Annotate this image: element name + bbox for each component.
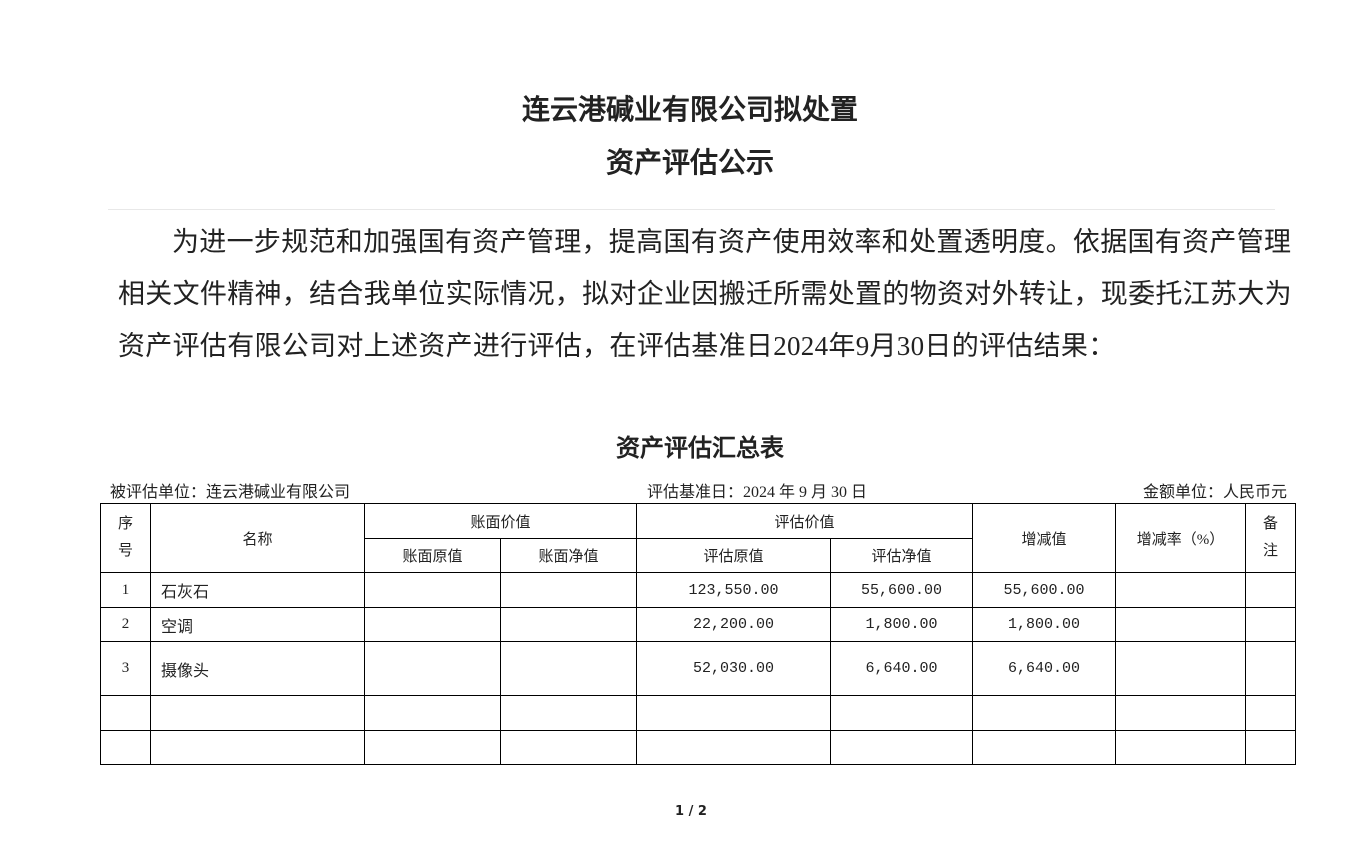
cell-eval-net: 6,640.00	[830, 641, 973, 696]
cell-remark	[1245, 730, 1296, 765]
header-name: 名称	[150, 503, 365, 573]
paragraph-line: 为进一步规范和加强国有资产管理，提高国有资产使用效率和处置透明度。依据国有资产管…	[172, 227, 1292, 257]
cell-remark	[1245, 641, 1296, 696]
cell-book-original	[364, 695, 501, 731]
table-row	[100, 695, 1296, 731]
header-change: 增减值	[972, 503, 1116, 573]
cell-eval-original: 22,200.00	[636, 607, 831, 642]
header-seq: 序号	[100, 503, 151, 573]
cell-name: 空调	[150, 607, 365, 642]
cell-seq: 1	[100, 572, 151, 608]
cell-eval-net: 1,800.00	[830, 607, 973, 642]
cell-seq	[100, 730, 151, 765]
header-book-value: 账面价值	[364, 503, 637, 539]
divider	[108, 209, 1275, 210]
cell-remark	[1245, 572, 1296, 608]
currency-unit: 金额单位：人民币元	[1142, 484, 1287, 501]
cell-book-net	[500, 730, 637, 765]
table-title: 资产评估汇总表	[616, 436, 784, 462]
header-change-rate: 增减率（%）	[1115, 503, 1246, 573]
cell-change	[972, 730, 1116, 765]
cell-seq	[100, 695, 151, 731]
doc-title-line1: 连云港碱业有限公司拟处置	[521, 95, 858, 126]
cell-eval-original: 123,550.00	[636, 572, 831, 608]
cell-book-original	[364, 572, 501, 608]
cell-name	[150, 730, 365, 765]
table-row: 2 空调 22,200.00 1,800.00 1,800.00	[100, 607, 1296, 642]
header-book-net: 账面净值	[500, 538, 637, 573]
cell-change: 1,800.00	[972, 607, 1116, 642]
cell-change-rate	[1115, 572, 1246, 608]
page-indicator: 1 / 2	[675, 804, 707, 819]
cell-book-original	[364, 607, 501, 642]
cell-change-rate	[1115, 695, 1246, 731]
paragraph-line: 相关文件精神，结合我单位实际情况，拟对企业因搬迁所需处置的物资对外转让，现委托江…	[118, 279, 1292, 309]
cell-change-rate	[1115, 730, 1246, 765]
cell-seq: 3	[100, 641, 151, 696]
cell-eval-original	[636, 730, 831, 765]
base-date: 评估基准日：2024 年 9 月 30 日	[647, 484, 868, 501]
header-remark: 备注	[1245, 503, 1296, 573]
cell-book-original	[364, 730, 501, 765]
asset-summary-table: 序号 名称 账面价值 评估价值 增减值 增减率（%） 备注 账面原值 账面净值 …	[100, 503, 1296, 765]
table-row	[100, 730, 1296, 765]
header-eval-net: 评估净值	[830, 538, 973, 573]
cell-book-net	[500, 607, 637, 642]
cell-eval-net: 55,600.00	[830, 572, 973, 608]
cell-book-net	[500, 695, 637, 731]
cell-change: 55,600.00	[972, 572, 1116, 608]
cell-eval-original	[636, 695, 831, 731]
cell-change	[972, 695, 1116, 731]
cell-book-original	[364, 641, 501, 696]
table-row: 3 摄像头 52,030.00 6,640.00 6,640.00	[100, 641, 1296, 696]
cell-eval-original: 52,030.00	[636, 641, 831, 696]
cell-eval-net	[830, 730, 973, 765]
cell-remark	[1245, 695, 1296, 731]
cell-seq: 2	[100, 607, 151, 642]
cell-change-rate	[1115, 641, 1246, 696]
cell-book-net	[500, 572, 637, 608]
header-eval-original: 评估原值	[636, 538, 831, 573]
header-eval-value: 评估价值	[636, 503, 973, 539]
evaluated-unit: 被评估单位：连云港碱业有限公司	[110, 484, 351, 501]
cell-book-net	[500, 641, 637, 696]
table-row: 1 石灰石 123,550.00 55,600.00 55,600.00	[100, 572, 1296, 608]
cell-name	[150, 695, 365, 731]
cell-name: 石灰石	[150, 572, 365, 608]
cell-change-rate	[1115, 607, 1246, 642]
cell-remark	[1245, 607, 1296, 642]
cell-name: 摄像头	[150, 641, 365, 696]
cell-eval-net	[830, 695, 973, 731]
doc-title-line2: 资产评估公示	[605, 148, 774, 179]
paragraph-line: 资产评估有限公司对上述资产进行评估，在评估基准日2024年9月30日的评估结果：	[118, 331, 1116, 361]
header-book-original: 账面原值	[364, 538, 501, 573]
cell-change: 6,640.00	[972, 641, 1116, 696]
